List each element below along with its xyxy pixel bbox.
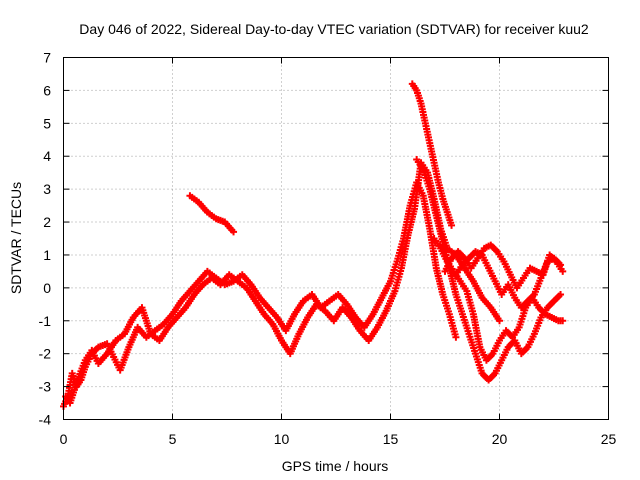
chart-title: Day 046 of 2022, Sidereal Day-to-day VTE… (79, 21, 589, 37)
data-point (559, 317, 567, 325)
series-track-5 (413, 156, 565, 384)
data-point (448, 221, 456, 229)
series-track-1 (60, 179, 460, 410)
y-tick-label: -1 (39, 313, 52, 329)
y-tick-label: -4 (39, 412, 52, 428)
y-tick-label: 6 (43, 82, 51, 98)
series-track-8 (452, 248, 565, 312)
y-tick-label: 3 (43, 181, 51, 197)
data-point (557, 290, 565, 298)
y-tick-labels: -4 -3 -2 -1 0 1 2 3 4 5 6 7 (39, 50, 52, 428)
y-tick-label: 4 (43, 148, 51, 164)
data-point (230, 228, 238, 236)
x-tick-label: 20 (492, 431, 508, 447)
y-tick-label: -2 (39, 346, 52, 362)
data-point (496, 317, 503, 325)
data-point (557, 261, 565, 269)
data-point (452, 333, 460, 341)
y-tick-label: 7 (43, 50, 51, 66)
y-tick-label: 0 (43, 280, 51, 296)
ticks (63, 57, 609, 420)
x-tick-label: 5 (169, 431, 177, 447)
plot-frame (63, 57, 609, 420)
series-track-3 (186, 192, 238, 236)
series-track-6 (430, 235, 567, 364)
y-axis-label: SDTVAR / TECUs (8, 182, 24, 294)
x-axis-label: GPS time / hours (282, 458, 389, 474)
x-tick-label: 10 (274, 431, 290, 447)
x-tick-label: 25 (601, 431, 617, 447)
x-tick-label: 15 (383, 431, 399, 447)
y-tick-label: 2 (43, 214, 51, 230)
y-tick-label: -3 (39, 379, 52, 395)
y-tick-label: 1 (43, 247, 51, 263)
series-track-4 (408, 80, 456, 229)
grid-lines (63, 57, 609, 420)
data-points (60, 80, 567, 410)
x-tick-labels: 0 5 10 15 20 25 (60, 431, 617, 447)
y-tick-label: 5 (43, 115, 51, 131)
data-point (559, 267, 567, 275)
x-tick-label: 0 (60, 431, 68, 447)
